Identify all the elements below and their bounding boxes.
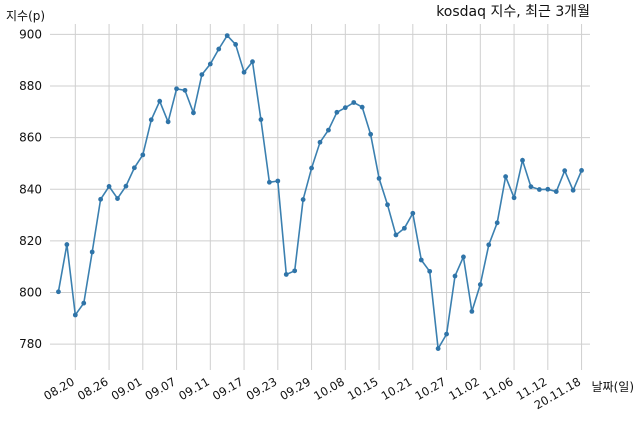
data-point (368, 131, 374, 137)
data-point (250, 59, 255, 65)
chart-title: kosdaq 지수, 최근 3개월 (436, 4, 590, 20)
data-point (275, 178, 281, 184)
x-tick-label: 08.20 (41, 374, 77, 403)
data-point (266, 179, 272, 185)
data-point (191, 110, 196, 116)
data-point (123, 183, 129, 189)
data-point (81, 300, 87, 306)
data-point (326, 127, 331, 133)
data-point (292, 268, 298, 274)
data-point (410, 210, 416, 216)
data-point (520, 157, 525, 163)
data-point (131, 165, 137, 171)
y-tick-label: 900 (19, 27, 42, 41)
data-point (385, 202, 390, 208)
data-point (233, 41, 239, 47)
x-tick-label: 09.11 (176, 374, 212, 403)
data-point (545, 186, 551, 192)
data-point (562, 168, 568, 174)
data-point (351, 100, 357, 105)
data-point (494, 220, 500, 226)
data-point (174, 86, 179, 92)
grid-layer (50, 24, 590, 370)
data-point (461, 254, 466, 260)
data-point (553, 189, 559, 194)
data-point (486, 242, 492, 248)
data-point (418, 257, 424, 263)
y-tick-labels: 780 800 820 840 860 880 900 (19, 27, 42, 351)
data-point (570, 187, 576, 193)
y-tick-label: 880 (19, 79, 42, 93)
x-tick-label: 10.15 (345, 374, 381, 403)
data-point (528, 184, 534, 190)
data-point (401, 225, 407, 231)
data-point (106, 184, 112, 189)
data-point (427, 268, 433, 274)
data-point (216, 46, 222, 52)
y-axis-title: 지수(p) (6, 9, 45, 23)
data-point (182, 87, 188, 93)
data-point (342, 105, 348, 111)
data-point (334, 109, 340, 115)
y-tick-label: 780 (19, 337, 42, 351)
data-point (435, 346, 441, 351)
x-tick-labels: 08.2008.2609.0109.0709.1109.1709.2309.29… (41, 374, 583, 412)
data-point (283, 272, 289, 277)
x-tick-label: 09.29 (278, 374, 314, 403)
y-tick-label: 840 (19, 182, 42, 196)
data-point (207, 61, 213, 67)
x-tick-label: 10.27 (413, 374, 449, 403)
y-tick-label: 820 (19, 234, 42, 248)
x-tick-label: 09.01 (109, 374, 145, 403)
data-point (376, 176, 382, 181)
x-tick-label: 09.07 (143, 374, 179, 403)
data-point (64, 242, 70, 247)
data-point (148, 117, 154, 123)
series-line (57, 34, 583, 352)
x-tick-label: 09.17 (210, 374, 246, 403)
data-point (165, 119, 171, 125)
data-point (536, 187, 542, 192)
series-layer (56, 33, 584, 352)
x-tick-label: 11.02 (446, 374, 482, 403)
data-point (393, 232, 399, 238)
x-tick-label: 10.21 (379, 374, 415, 403)
data-point (444, 331, 449, 337)
data-point (157, 98, 163, 104)
data-point (511, 195, 517, 201)
data-point (469, 308, 475, 314)
x-tick-label: 09.23 (244, 374, 280, 403)
data-point (477, 282, 483, 287)
data-point (140, 152, 146, 158)
data-point (199, 72, 205, 78)
data-point (503, 174, 509, 180)
data-point (258, 117, 264, 122)
data-point (300, 197, 306, 202)
data-point (89, 249, 95, 255)
x-axis-title: 날짜(일) (592, 380, 634, 394)
data-point (98, 196, 104, 202)
data-point (115, 196, 120, 201)
data-point (317, 139, 323, 145)
data-point (72, 312, 78, 318)
data-point (579, 168, 584, 173)
x-tick-label: 10.08 (311, 374, 347, 403)
y-tick-label: 860 (19, 131, 42, 145)
data-point (56, 289, 61, 295)
data-point (224, 33, 230, 39)
data-point (309, 165, 314, 171)
x-tick-label: 11.06 (480, 374, 516, 403)
data-point (359, 104, 365, 110)
x-tick-label: 08.26 (75, 374, 111, 403)
y-tick-label: 800 (19, 286, 42, 300)
data-point (241, 69, 247, 75)
data-point (452, 273, 458, 279)
